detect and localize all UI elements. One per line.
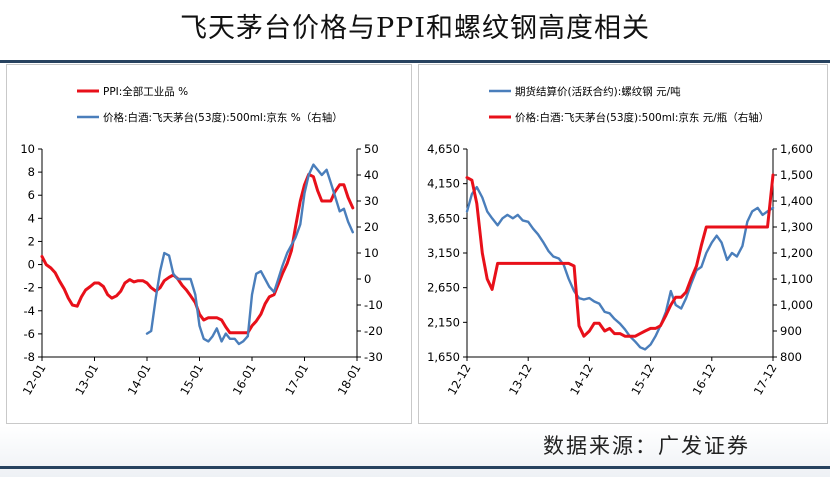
left-tick-label: 0 xyxy=(28,258,35,272)
left-tick-label: 3,650 xyxy=(427,211,460,225)
x-tick-label: 13-12 xyxy=(506,362,535,398)
left-tick-label: 8 xyxy=(28,165,35,179)
title-divider xyxy=(0,60,830,63)
right-tick-label: 1,300 xyxy=(780,220,813,234)
right-tick-label: 20 xyxy=(364,220,379,234)
x-tick-label: 14-01 xyxy=(125,362,154,398)
right-tick-label: 800 xyxy=(780,350,802,364)
left-tick-label: 2,650 xyxy=(427,281,460,295)
x-tick-label: 18-01 xyxy=(335,362,364,398)
legend-label-1: 期货结算价(活跃合约):螺纹钢 元/吨 xyxy=(515,85,681,98)
x-tick-label: 17-12 xyxy=(751,362,780,398)
series-line-2 xyxy=(465,173,775,338)
left-tick-label: 1,650 xyxy=(427,350,460,364)
right-tick-label: 40 xyxy=(364,168,379,182)
right-tick-label: 1,100 xyxy=(780,272,813,286)
right-tick-label: -30 xyxy=(364,350,383,364)
right-tick-label: 1,500 xyxy=(780,168,813,182)
right-tick-label: 10 xyxy=(364,246,379,260)
x-tick-label: 12-12 xyxy=(445,362,474,398)
page-title: 飞天茅台价格与PPI和螺纹钢高度相关 xyxy=(180,13,650,44)
left-tick-label: -8 xyxy=(24,350,35,364)
right-tick-label: -20 xyxy=(364,324,383,338)
x-tick-label: 15-12 xyxy=(628,362,657,398)
left-tick-label: 2 xyxy=(28,234,35,248)
legend-label-2: 价格:白酒:飞天茅台(53度):500ml:京东 %（右轴） xyxy=(103,111,343,124)
right-tick-label: 1,600 xyxy=(780,142,813,156)
left-tick-label: 2,150 xyxy=(427,315,460,329)
chart-panel-ppi: 10 8 6 4 2 0 -2 -4 -6 -8 50 40 30 20 10 0 -10 -20 -30 12-01… xyxy=(6,64,412,424)
left-tick-label: 6 xyxy=(28,188,35,202)
left-tick-label: -4 xyxy=(24,304,35,318)
series-line-2 xyxy=(145,163,354,346)
data-source-note: 数据来源：广发证券 xyxy=(543,434,750,458)
x-tick-label: 15-01 xyxy=(177,362,206,398)
left-tick-label: 4,650 xyxy=(427,142,460,156)
x-tick-label: 12-01 xyxy=(20,362,49,398)
right-tick-label: 1,400 xyxy=(780,194,813,208)
left-tick-label: -2 xyxy=(24,281,35,295)
chart-panel-rebar: 4,650 4,150 3,650 3,150 2,650 2,150 1,650 1,600… xyxy=(418,64,828,424)
x-tick-label: 16-12 xyxy=(690,362,719,398)
right-tick-label: 0 xyxy=(364,272,371,286)
left-tick-label: 3,150 xyxy=(427,246,460,260)
x-tick-label: 14-12 xyxy=(567,362,596,398)
legend-label-2: 价格:白酒:飞天茅台(53度):500ml:京东 元/瓶（右轴） xyxy=(515,111,769,124)
left-tick-label: 4,150 xyxy=(427,177,460,191)
footer-divider xyxy=(0,466,830,469)
chart-ppi-vs-moutai: 1086420-2-4-6-850403020100-10-20-3012-01… xyxy=(20,85,383,398)
legend-label-1: PPI:全部工业品 % xyxy=(103,85,188,98)
left-tick-label: -6 xyxy=(24,327,35,341)
series-line-1 xyxy=(465,185,775,351)
right-tick-label: 1,000 xyxy=(780,298,813,312)
left-tick-label: 4 xyxy=(28,211,35,225)
x-tick-label: 13-01 xyxy=(72,362,101,398)
right-tick-label: 900 xyxy=(780,324,802,338)
right-tick-label: 1,200 xyxy=(780,246,813,260)
chart-rebar-vs-moutai: 4,650 4,150 3,650 3,150 2,650 2,150 1,650 1,600… xyxy=(427,85,813,398)
right-tick-label: 30 xyxy=(364,194,379,208)
right-tick-label: 50 xyxy=(364,142,379,156)
x-tick-label: 17-01 xyxy=(282,362,311,398)
left-tick-label: 10 xyxy=(20,142,35,156)
x-tick-label: 16-01 xyxy=(230,362,259,398)
right-tick-label: -10 xyxy=(364,298,383,312)
